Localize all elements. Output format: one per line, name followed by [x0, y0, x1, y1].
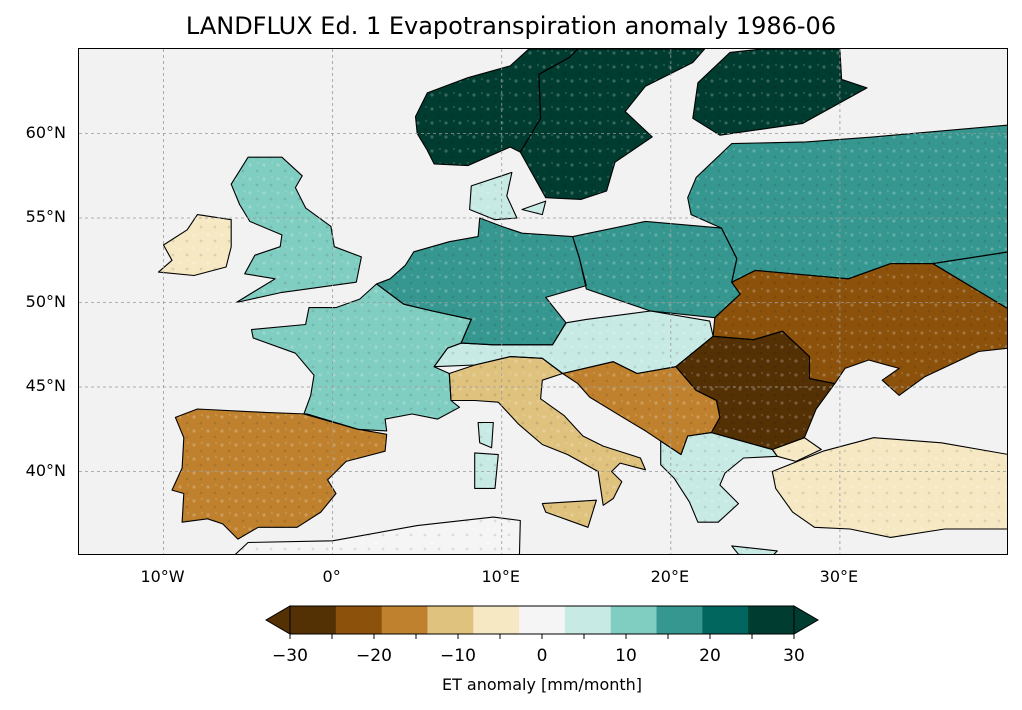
region-texture: [932, 252, 1007, 309]
region-texture: [542, 500, 597, 528]
region-texture: [520, 49, 705, 200]
border-line: [771, 437, 822, 462]
region-texture: [522, 201, 546, 215]
map-panel: [78, 48, 1008, 555]
region-texture: [469, 172, 517, 220]
region-texture: [687, 125, 1007, 283]
gridlines: [79, 49, 1007, 554]
region-texture: [772, 437, 1007, 538]
region-texture: [660, 432, 778, 523]
lat-tick-label: 50°N: [25, 291, 66, 311]
colorbar-segment: [473, 606, 520, 634]
lat-tick-label: 60°N: [25, 122, 66, 142]
region-texture: [158, 214, 232, 276]
lon-tick-label: 20°E: [650, 567, 690, 586]
colorbar-segment: [335, 606, 383, 634]
colorbar-label: ET anomaly [mm/month]: [441, 675, 643, 694]
lon-tick-label: 30°E: [819, 567, 859, 586]
colorbar-segment: [610, 606, 658, 634]
lat-tick-label: 45°N: [25, 376, 66, 395]
colorbar-segment: [290, 606, 337, 634]
region-texture: [415, 49, 578, 166]
lon-tick-label: 10°W: [140, 567, 185, 586]
border-line: [731, 545, 778, 554]
region-texture: [376, 218, 587, 345]
region-texture: [713, 263, 1007, 396]
region-texture: [772, 437, 822, 462]
map-canvas: [79, 49, 1007, 554]
colorbar-segment: [748, 606, 795, 634]
colorbar-segment: [656, 606, 703, 634]
colorbar-extend-high: [793, 605, 819, 635]
colorbar: [265, 605, 819, 639]
border-line: [477, 421, 494, 449]
colorbar-tick-label: −30: [272, 646, 308, 666]
region-texture: [731, 545, 778, 554]
region-texture: [675, 331, 835, 450]
border-line: [687, 124, 1007, 283]
border-layer: [157, 49, 1007, 554]
lon-tick-label: 0°: [322, 567, 341, 586]
colorbar-tick-label: −20: [356, 646, 392, 666]
colorbar-segment: [427, 606, 474, 634]
border-line: [469, 171, 518, 221]
border-line: [474, 452, 499, 489]
border-line: [234, 516, 521, 554]
region-texture: [231, 157, 362, 303]
region-texture: [692, 49, 867, 136]
colorbar-tick-label: 0: [536, 646, 548, 666]
colorbar-tick-label: 20: [699, 646, 721, 666]
region-texture: [235, 517, 521, 554]
colorbar-segment: [564, 606, 612, 634]
colorbar-tick-label: 30: [783, 646, 805, 666]
border-line: [157, 214, 232, 277]
colorbar-tick-label: 10: [615, 646, 637, 666]
region-texture: [562, 361, 720, 455]
map-title: LANDFLUX Ed. 1 Evapotranspiration anomal…: [185, 12, 837, 40]
colorbar-segment: [702, 606, 749, 634]
colorbar-extend-low: [265, 605, 291, 635]
colorbar-segment: [519, 606, 566, 634]
border-line: [521, 200, 547, 216]
lon-tick-label: 10°E: [481, 567, 520, 586]
lat-tick-label: 55°N: [25, 207, 66, 226]
border-line: [771, 437, 1007, 538]
border-line: [660, 432, 778, 523]
border-line: [541, 499, 597, 528]
region-texture: [449, 356, 646, 506]
region-texture: [572, 221, 741, 318]
texture-layer: [158, 49, 1007, 554]
lat-tick-label: 40°N: [25, 460, 66, 480]
colorbar-tick-label: −10: [440, 646, 476, 666]
border-line: [932, 251, 1007, 309]
region-texture: [474, 452, 499, 489]
border-line: [692, 49, 868, 136]
border-line: [230, 156, 362, 304]
border-line: [414, 49, 579, 167]
colorbar-segment: [381, 606, 428, 634]
region-texture: [478, 422, 494, 448]
